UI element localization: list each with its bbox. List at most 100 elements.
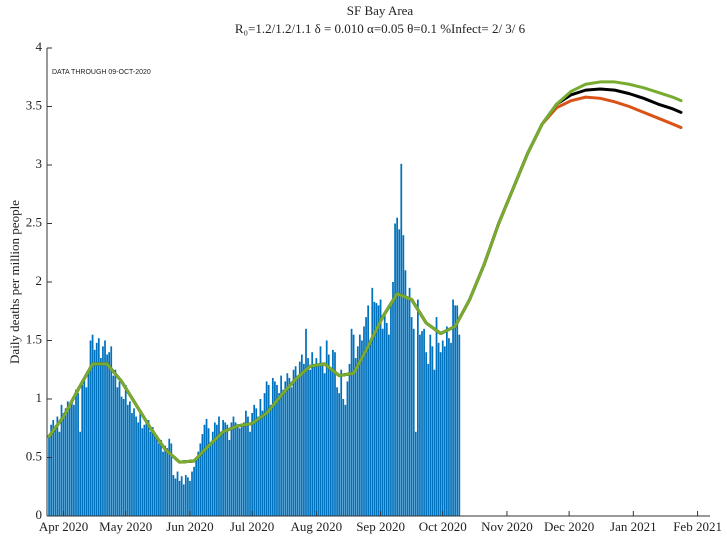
bar [290,387,293,516]
bar [201,434,204,516]
x-tick-label: Jul 2020 [230,519,274,534]
bar [332,349,334,516]
bar [296,375,299,516]
bar [197,451,200,516]
bar [369,340,372,516]
bar [232,416,235,516]
bar [437,342,440,516]
bar [427,363,430,516]
bar [456,305,459,516]
y-tick-label: 0.5 [26,448,42,463]
bar [174,478,177,516]
bar [396,217,399,516]
bar [93,349,96,516]
bar [419,334,421,516]
y-tick-label: 2.5 [26,214,42,229]
chart-title: SF Bay Area [347,3,414,18]
bar [448,338,450,516]
bar [95,342,98,516]
bar [189,480,191,516]
bar [180,476,183,516]
bar [209,445,212,516]
bar [240,424,243,516]
bar [356,346,359,516]
bar [56,416,59,516]
bar [170,443,173,516]
chart-subtitle: R₀=1.2/1.2/1.1 δ = 0.010 α=0.05 θ=0.1 %I… [235,21,526,36]
bar [381,328,384,516]
bar [164,445,166,516]
bar [213,422,216,516]
bar [126,404,129,516]
x-tick-label: Jan 2021 [610,519,657,534]
bar [406,299,409,516]
bar [112,375,115,516]
bar [205,418,208,516]
bar [85,387,88,516]
bar [70,399,73,516]
bar [118,381,121,516]
bar [446,326,448,516]
bar [168,438,171,516]
bar [249,431,251,516]
bar [278,393,280,516]
bar [172,475,175,516]
bar [294,366,297,516]
bar [220,431,222,516]
y-tick-label: 1.5 [26,331,42,346]
bar [83,377,86,516]
bar [441,340,444,516]
bar [251,413,253,516]
bar [271,377,274,516]
bar [305,328,307,516]
bar [50,424,53,516]
bar [261,410,264,516]
annotation: DATA THROUGH 09-OCT-2020 [52,69,151,76]
bar [309,369,311,516]
bar [216,424,218,516]
x-tick-label: Jun 2020 [166,519,213,534]
bar [300,354,303,516]
bar [133,408,135,516]
bar [410,317,413,516]
bar [292,369,295,516]
bar [263,393,266,516]
bar [385,322,388,516]
bar [54,428,57,516]
bar [340,369,343,516]
bar [218,416,220,516]
bar [425,352,428,516]
bar [184,475,187,516]
bar [97,338,100,516]
bar [398,229,401,516]
bar [280,375,282,516]
bar [62,413,65,516]
bar [284,381,287,516]
bar [114,369,117,516]
y-tick-label: 2 [36,273,43,288]
bar [135,416,137,516]
bar [79,431,82,516]
bar [153,434,156,516]
bar [315,358,318,516]
curve [47,80,683,464]
bar [431,346,434,516]
bar [145,422,148,516]
bar [110,346,113,516]
bar [182,484,185,516]
curve [47,87,683,464]
bar [412,328,415,516]
bar [66,401,69,516]
bar [234,422,237,516]
y-tick-label: 3 [36,156,43,171]
bar [89,340,92,516]
y-tick-label: 0 [36,507,43,522]
bar [276,384,278,516]
bar [143,424,146,516]
bar [104,340,106,516]
y-tick-label: 1 [36,390,43,405]
x-tick-label: Feb 2021 [673,519,722,534]
bar [64,408,67,516]
bar [230,422,233,516]
